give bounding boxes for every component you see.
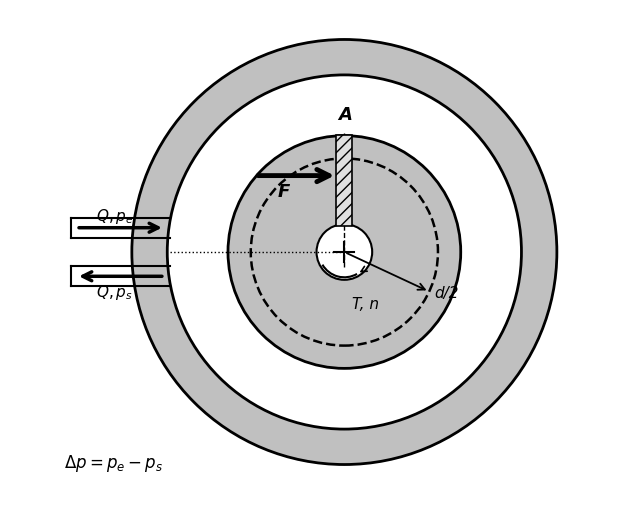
Text: T, n: T, n: [352, 296, 379, 311]
Circle shape: [228, 136, 461, 369]
Circle shape: [132, 40, 557, 465]
Text: $Q, p_s$: $Q, p_s$: [97, 282, 133, 301]
Text: $Q, p_e$: $Q, p_e$: [97, 206, 134, 225]
Text: d/2: d/2: [434, 285, 459, 300]
Text: $\Delta p = p_e - p_s$: $\Delta p = p_e - p_s$: [63, 452, 163, 473]
Text: A: A: [338, 106, 352, 124]
Text: F: F: [278, 182, 290, 200]
Bar: [336, 135, 352, 226]
Circle shape: [317, 225, 372, 280]
Circle shape: [167, 76, 521, 429]
